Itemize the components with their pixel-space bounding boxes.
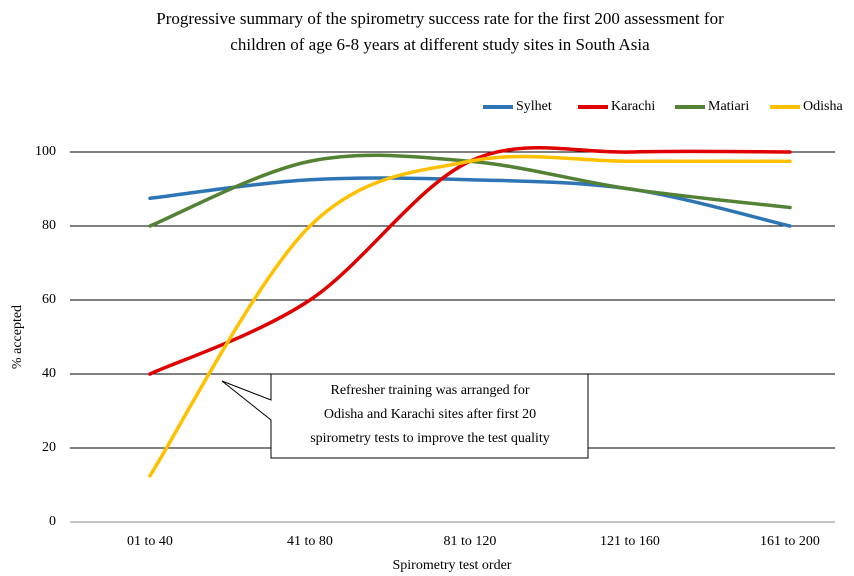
chart-title: Progressive summary of the spirometry su… — [156, 9, 724, 28]
y-tick-label: 100 — [35, 144, 56, 159]
y-tick-label: 20 — [42, 440, 56, 455]
x-tick-label: 81 to 120 — [444, 534, 497, 549]
series-line — [148, 176, 792, 228]
legend-label: Matiari — [708, 99, 749, 114]
annotation-text: Odisha and Karachi sites after first 20 — [324, 407, 536, 422]
chart-title: children of age 6-8 years at different s… — [230, 35, 650, 54]
series-line — [148, 146, 792, 376]
y-axis-label: % accepted — [10, 305, 25, 369]
series-line — [148, 154, 792, 478]
annotation-text: spirometry tests to improve the test qua… — [310, 431, 550, 446]
x-tick-label: 41 to 80 — [287, 534, 333, 549]
legend-label: Karachi — [611, 99, 655, 114]
x-tick-label: 161 to 200 — [760, 534, 820, 549]
y-tick-label: 80 — [42, 218, 56, 233]
annotation: Refresher training was arranged for Odis… — [221, 373, 589, 459]
x-tick-label: 01 to 40 — [127, 534, 173, 549]
x-tick-label: 121 to 160 — [600, 534, 660, 549]
y-tick-label: 0 — [49, 514, 56, 529]
legend-label: Sylhet — [516, 99, 552, 114]
x-axis-label: Spirometry test order — [393, 558, 512, 573]
series-line — [148, 153, 792, 228]
y-tick-label: 60 — [42, 292, 56, 307]
annotation-box — [221, 373, 589, 459]
annotation-text: Refresher training was arranged for — [330, 383, 529, 398]
legend-label: Odisha — [803, 99, 843, 114]
plot-area: 0 20 40 60 80 100 01 to 40 41 to 80 81 to 120 121… — [35, 99, 843, 549]
y-tick-label: 40 — [42, 366, 56, 381]
